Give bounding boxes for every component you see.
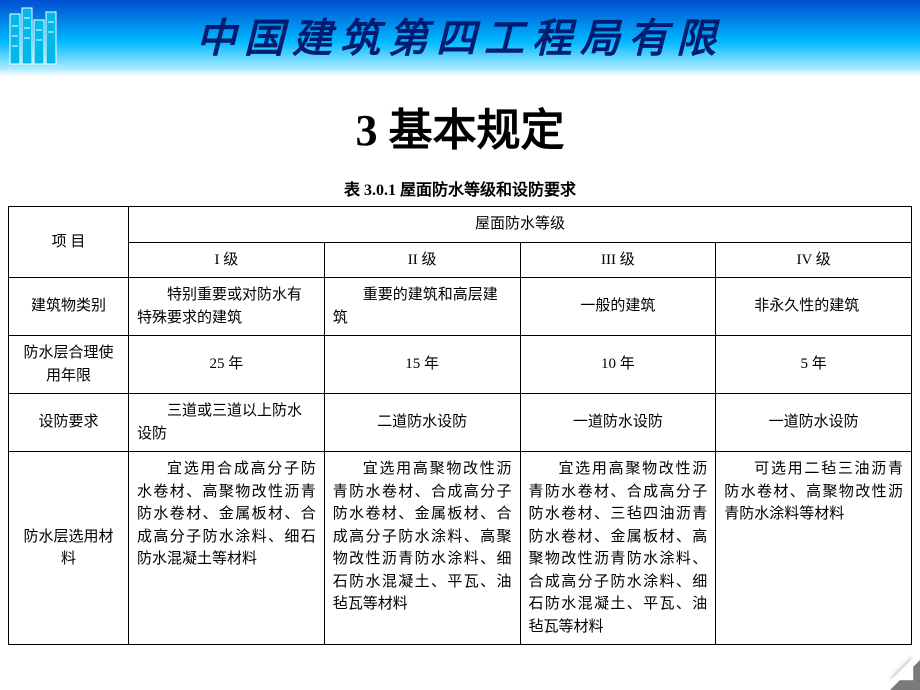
- waterproof-table: 项 目 屋面防水等级 I 级 II 级 III 级 IV 级 建筑物类别 特别重…: [8, 206, 912, 645]
- table-caption: 表 3.0.1 屋面防水等级和设防要求: [8, 176, 912, 200]
- table-cell: 二道防水设防: [324, 394, 520, 452]
- section-title: 3 基本规定: [0, 94, 920, 158]
- top-banner: 中国建筑第四工程局有限: [0, 0, 920, 76]
- col-header: IV 级: [716, 242, 912, 278]
- page-corner-fold-icon: [890, 660, 920, 690]
- table-cell: 宜选用合成高分子防水卷材、高聚物改性沥青防水卷材、金属板材、合成高分子防水涂料、…: [129, 452, 325, 645]
- table-cell: 宜选用高聚物改性沥青防水卷材、合成高分子防水卷材、三毡四油沥青防水卷材、金属板材…: [520, 452, 716, 645]
- table-row: 防水层选用材料 宜选用合成高分子防水卷材、高聚物改性沥青防水卷材、金属板材、合成…: [9, 452, 912, 645]
- table-cell: 一般的建筑: [520, 278, 716, 336]
- table-cell: 重要的建筑和高层建筑: [324, 278, 520, 336]
- table-cell: 三道或三道以上防水设防: [129, 394, 325, 452]
- group-header: 屋面防水等级: [129, 207, 912, 243]
- table-cell: 非永久性的建筑: [716, 278, 912, 336]
- table-row: 建筑物类别 特别重要或对防水有特殊要求的建筑 重要的建筑和高层建筑 一般的建筑 …: [9, 278, 912, 336]
- table-container: 表 3.0.1 屋面防水等级和设防要求 项 目 屋面防水等级 I 级 II 级 …: [0, 176, 920, 645]
- col-header: III 级: [520, 242, 716, 278]
- banner-title: 中国建筑第四工程局有限: [0, 6, 920, 64]
- table-cell: 10 年: [520, 336, 716, 394]
- row-label: 防水层选用材料: [9, 452, 129, 645]
- row-label: 建筑物类别: [9, 278, 129, 336]
- table-cell: 特别重要或对防水有特殊要求的建筑: [129, 278, 325, 336]
- table-cell: 一道防水设防: [716, 394, 912, 452]
- table-cell: 宜选用高聚物改性沥青防水卷材、合成高分子防水卷材、金属板材、合成高分子防水涂料、…: [324, 452, 520, 645]
- table-header-row-2: I 级 II 级 III 级 IV 级: [9, 242, 912, 278]
- table-row: 设防要求 三道或三道以上防水设防 二道防水设防 一道防水设防 一道防水设防: [9, 394, 912, 452]
- table-cell: 15 年: [324, 336, 520, 394]
- table-cell: 25 年: [129, 336, 325, 394]
- row-label: 设防要求: [9, 394, 129, 452]
- row-label: 防水层合理使用年限: [9, 336, 129, 394]
- table-cell: 一道防水设防: [520, 394, 716, 452]
- table-cell: 可选用二毡三油沥青防水卷材、高聚物改性沥青防水涂料等材料: [716, 452, 912, 645]
- row-header-label: 项 目: [9, 207, 129, 278]
- table-cell: 5 年: [716, 336, 912, 394]
- table-row: 防水层合理使用年限 25 年 15 年 10 年 5 年: [9, 336, 912, 394]
- col-header: I 级: [129, 242, 325, 278]
- col-header: II 级: [324, 242, 520, 278]
- table-header-row-1: 项 目 屋面防水等级: [9, 207, 912, 243]
